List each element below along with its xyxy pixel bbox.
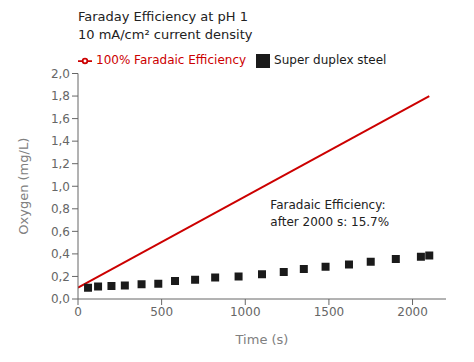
html-text:100% Faradaic Efficiency: 100% Faradaic Efficiency — [96, 53, 247, 67]
svg-text:0,4: 0,4 — [51, 247, 70, 261]
svg-text:2,0: 2,0 — [51, 67, 70, 81]
svg-text:1500: 1500 — [314, 305, 345, 319]
svg-text:Oxygen (mg/L): Oxygen (mg/L) — [16, 138, 31, 235]
svg-text:2000: 2000 — [397, 305, 428, 319]
svg-text:1,8: 1,8 — [51, 89, 70, 103]
svg-text:1,2: 1,2 — [51, 157, 70, 171]
svg-text:1,0: 1,0 — [51, 180, 70, 194]
svg-text:0,0: 0,0 — [51, 292, 70, 306]
svg-text:0,8: 0,8 — [51, 202, 70, 216]
html-text:10 mA/cm² current density: 10 mA/cm² current density — [78, 27, 253, 42]
html-text:Faraday Efficiency at pH 1: Faraday Efficiency at pH 1 — [78, 9, 248, 24]
svg-text:0: 0 — [74, 305, 82, 319]
svg-text:Time (s): Time (s) — [235, 332, 289, 347]
svg-text:1,6: 1,6 — [51, 112, 70, 126]
html-text:Super duplex steel: Super duplex steel — [274, 53, 387, 67]
svg-text:1,4: 1,4 — [51, 134, 70, 148]
svg-text:1000: 1000 — [230, 305, 261, 319]
svg-text:0,2: 0,2 — [51, 270, 70, 284]
svg-text:500: 500 — [150, 305, 173, 319]
svg-text:0,6: 0,6 — [51, 225, 70, 239]
svg-text:Faradaic Efficiency:after 2000: Faradaic Efficiency:after 2000 s: 15.7% — [270, 198, 389, 229]
